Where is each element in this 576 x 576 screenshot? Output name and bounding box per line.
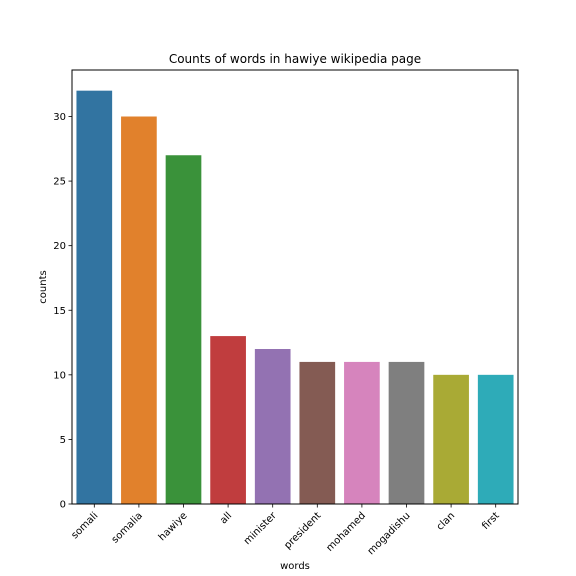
bars-group <box>76 90 514 505</box>
y-tick-label: 30 <box>53 112 66 123</box>
y-tick-label: 10 <box>53 370 66 381</box>
y-tick-label: 5 <box>60 435 66 446</box>
x-axis-label: words <box>280 561 310 572</box>
x-tick-label: hawiye <box>157 510 190 543</box>
y-tick-label: 0 <box>60 500 66 511</box>
x-tick-label: mohamed <box>324 510 368 554</box>
bar-somali <box>76 90 113 505</box>
bar-minister <box>254 349 291 504</box>
x-tick-label: mogadishu <box>366 510 413 557</box>
bar-hawiye <box>165 155 202 504</box>
y-tick-label: 20 <box>53 241 66 252</box>
bar-president <box>299 361 336 504</box>
y-tick-label: 25 <box>53 177 66 188</box>
chart-title: Counts of words in hawiye wikipedia page <box>169 52 421 66</box>
bar-somalia <box>121 116 157 504</box>
bar-all <box>210 336 246 504</box>
x-tick-label: president <box>282 510 323 551</box>
x-tick-label: somalia <box>110 510 145 545</box>
x-axis: somali somalia hawiye all minister president m… <box>69 504 502 557</box>
bar-mogadishu <box>388 361 425 504</box>
x-tick-label: clan <box>435 510 457 532</box>
x-tick-label: somali <box>69 510 100 541</box>
x-tick-label: all <box>218 510 234 526</box>
x-tick-label: first <box>480 510 502 532</box>
bar-clan <box>433 374 469 504</box>
plot-frame <box>71 69 519 505</box>
x-tick-label: minister <box>242 510 279 547</box>
bar-first <box>477 374 514 504</box>
bar-mohamed <box>344 361 380 504</box>
y-tick-label: 15 <box>53 306 66 317</box>
y-axis: 0 5 10 15 20 25 30 <box>53 112 72 511</box>
y-axis-label: counts <box>38 270 49 303</box>
